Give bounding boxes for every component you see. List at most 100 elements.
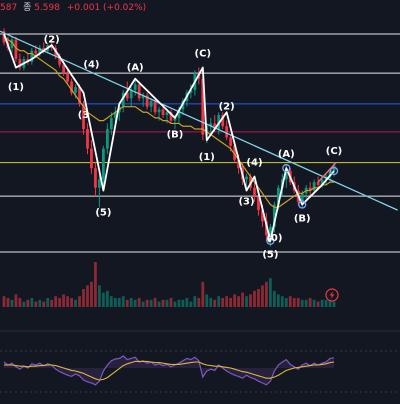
volume-bar xyxy=(109,296,113,307)
candle-body xyxy=(38,47,42,54)
volume-bar xyxy=(257,289,260,307)
projection-arrow xyxy=(317,162,337,183)
candle-body xyxy=(30,50,34,62)
candle xyxy=(105,123,109,155)
volume-bar xyxy=(117,298,121,307)
volume-bar xyxy=(328,299,332,307)
candle xyxy=(225,120,229,141)
volume-bar xyxy=(276,294,280,307)
wave-label: (A) xyxy=(278,149,295,160)
volume-bar xyxy=(165,299,169,307)
candle-body xyxy=(201,78,205,135)
candle xyxy=(269,224,272,247)
wave-label: (2) xyxy=(44,34,60,45)
volume-bar xyxy=(265,281,268,307)
close-value: 5.598 xyxy=(34,3,60,13)
volume-bar xyxy=(94,262,97,307)
volume-bar xyxy=(169,298,173,307)
volume-bar xyxy=(269,278,272,307)
candle xyxy=(98,173,101,208)
volume-bar xyxy=(316,301,320,307)
candle-body xyxy=(14,39,18,60)
candle-body xyxy=(272,204,276,227)
candle-body xyxy=(229,137,233,146)
candle-body xyxy=(90,148,93,169)
candle xyxy=(10,36,14,54)
volume-bar xyxy=(296,298,300,307)
candle-body xyxy=(161,109,165,116)
wave-labels: (1) (2) (4) (3 (5) (A) (B) (C) (2) (1) (4) (3) (A) (C… xyxy=(8,34,342,260)
candle xyxy=(189,84,193,99)
candle-body xyxy=(137,84,141,99)
volume-bar xyxy=(42,301,46,307)
volume-bar xyxy=(324,299,328,307)
wave-line xyxy=(3,33,335,242)
candle-body xyxy=(257,196,260,211)
candle xyxy=(90,140,93,174)
elliott-wave[interactable] xyxy=(3,33,339,246)
volume-bar xyxy=(141,301,145,307)
wave-label: (B) xyxy=(167,129,184,140)
candle-body xyxy=(129,89,133,99)
volume-bar xyxy=(177,299,181,307)
candle-body xyxy=(312,182,316,191)
volume-bar xyxy=(261,285,264,307)
volume-bar xyxy=(209,298,213,307)
candle-body xyxy=(332,165,336,171)
candle-body xyxy=(177,109,181,118)
volume-bar xyxy=(26,299,30,307)
candle-body xyxy=(284,170,288,180)
volume-bar xyxy=(30,298,34,307)
volume-bar xyxy=(300,299,304,307)
volume-bar xyxy=(312,299,316,307)
candle xyxy=(2,28,6,46)
volume-bar xyxy=(54,296,58,307)
volume-bar xyxy=(58,298,62,307)
candle-body xyxy=(10,39,14,48)
candle xyxy=(70,78,73,96)
volume-bar xyxy=(125,299,129,307)
wave-node xyxy=(329,166,339,176)
wave-label: (C) xyxy=(326,146,342,157)
wave-label: (A) xyxy=(127,62,144,73)
candle-body xyxy=(34,50,38,54)
candle xyxy=(94,162,97,197)
wave-label: (5) xyxy=(95,208,111,219)
candle xyxy=(86,123,89,155)
candle-body xyxy=(253,187,256,197)
volume-bar xyxy=(304,299,308,307)
candle-body xyxy=(2,31,6,43)
candle-body xyxy=(157,109,161,113)
candle xyxy=(109,112,113,135)
candle-body xyxy=(300,193,304,202)
horizontal-levels xyxy=(0,33,400,253)
volume-bar xyxy=(6,298,10,307)
volume-bar xyxy=(38,299,42,307)
lightning-icon[interactable] xyxy=(325,288,339,302)
volume-bar xyxy=(157,301,161,307)
candle-body xyxy=(94,168,97,188)
volume-bar xyxy=(332,301,336,307)
candle-body xyxy=(225,126,229,138)
candle-body xyxy=(149,101,153,107)
volume-bar xyxy=(74,299,77,307)
wave-label: (1) xyxy=(199,152,215,163)
candle-body xyxy=(74,87,77,93)
candle-body xyxy=(66,73,69,82)
volume-bar xyxy=(153,298,157,307)
wave-node xyxy=(282,164,291,173)
candle xyxy=(149,98,153,113)
trendline[interactable] xyxy=(0,30,398,211)
volume-bar xyxy=(145,299,149,307)
rsi-indicator xyxy=(3,355,335,386)
wave-label: (C) xyxy=(195,48,211,59)
volume-bar xyxy=(78,296,81,307)
volume-bar xyxy=(46,298,50,307)
volume-bar xyxy=(34,301,38,307)
candle xyxy=(102,145,105,185)
price-header: 587 종 5.598 +0.001 (+0.02%) xyxy=(0,0,146,16)
candle xyxy=(253,182,256,202)
candle-body xyxy=(105,129,109,149)
